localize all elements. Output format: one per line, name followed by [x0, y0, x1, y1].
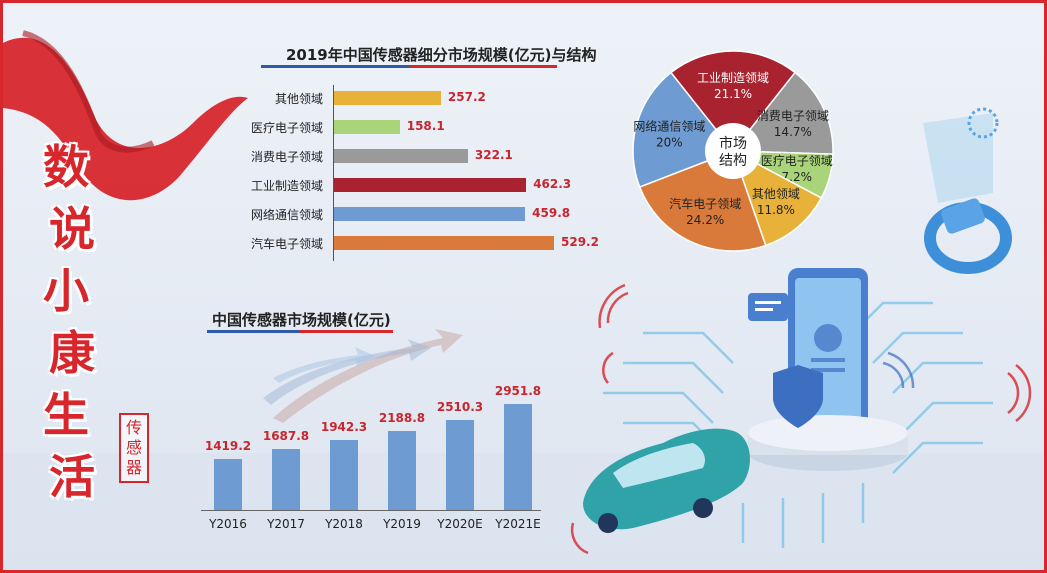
stamp-char: 传 [125, 418, 142, 437]
hbar-category-label: 工业制造领域 [250, 179, 323, 193]
hbar-category-label: 汽车电子领域 [250, 237, 323, 251]
hbar-bar [334, 149, 468, 163]
vbar-bar [272, 449, 300, 510]
hbar-category-label: 其他领域 [274, 92, 323, 106]
pie-slice [731, 149, 823, 247]
vbar-title-underline [207, 330, 393, 333]
pie-center-label: 市场 [719, 135, 747, 152]
vbar-category-label: Y2017 [267, 517, 305, 531]
vbar-value-label: 1687.8 [262, 429, 310, 444]
hbar-bar [334, 120, 400, 134]
vbar-value-label: 1942.3 [320, 420, 368, 435]
pie-slice-value: 20% [656, 136, 683, 150]
vbar-bar [504, 404, 532, 510]
hbar-value-label: 462.3 [533, 177, 572, 191]
side-title-char: 数 [43, 140, 89, 194]
hbar-bar [334, 91, 441, 105]
pie-slice-value: 24.2% [686, 213, 724, 227]
vbar-value-label: 2951.8 [494, 384, 542, 398]
hbar-value-label: 158.1 [406, 119, 445, 133]
vbar-bar [330, 440, 358, 510]
hbar-category-label: 消费电子领域 [250, 150, 323, 164]
hbar-value-label: 459.8 [532, 206, 571, 220]
pie-chart: 工业制造领域21.1%消费电子领域14.7%医疗电子领域7.2%其他领域11.8… [632, 50, 834, 252]
vbar-bar [214, 459, 242, 510]
vbar-category-label: Y2019 [383, 517, 421, 531]
vbar-value-label: 2510.3 [436, 399, 484, 414]
hbar-bar [334, 207, 526, 221]
vbar-bar [388, 431, 416, 510]
vbar-axis [201, 510, 541, 511]
pie-slice [669, 50, 797, 153]
hbar-category-label: 网络通信领域 [250, 208, 323, 222]
side-title-char: 康 [49, 326, 95, 380]
pie-slice-label: 医疗电子领域 [761, 154, 833, 168]
pie-slice-value: 21.1% [714, 87, 752, 101]
pie-slice [731, 71, 834, 155]
vbar-category-label: Y2020E [437, 517, 483, 531]
hbar-bar [334, 178, 527, 192]
hbar-chart-title: 2019年中国传感器细分市场规模(亿元)与结构 [286, 46, 597, 64]
vbar-category-label: Y2021E [495, 517, 541, 531]
pie-center-label: 结构 [719, 153, 747, 169]
hbar-axis [333, 85, 334, 261]
side-title-char: 活 [49, 450, 95, 504]
side-title-char: 说 [49, 202, 95, 256]
vbar-value-label: 1419.2 [204, 439, 252, 454]
chat-bubble-illustration [748, 293, 788, 321]
pie-slice-label: 工业制造领域 [697, 71, 769, 85]
hbar-value-label: 257.2 [447, 90, 486, 104]
ribbon-decoration [3, 37, 248, 201]
arrow-decoration [273, 329, 463, 423]
hbar-title-underline [261, 65, 557, 68]
side-title-char: 生 [43, 388, 89, 442]
shield-illustration [773, 365, 823, 428]
vbar-category-label: Y2016 [209, 517, 247, 531]
pie-slice-label: 汽车电子领域 [669, 196, 741, 211]
pie-slice-value: 11.8% [757, 203, 795, 217]
hbar-value-label: 529.2 [561, 235, 599, 249]
vbar-category-label: Y2018 [325, 517, 363, 531]
vbar-value-label: 2188.8 [378, 411, 426, 426]
pie-slice-label: 网络通信领域 [633, 119, 705, 134]
vbar-bar [446, 419, 474, 510]
stamp-label: 传 感 器 [119, 413, 149, 483]
stamp-char: 器 [125, 458, 142, 477]
vbar-chart-title: 中国传感器市场规模(亿元) [212, 311, 391, 329]
hbar-bar [334, 236, 554, 250]
pie-slice-label: 其他领域 [752, 187, 800, 201]
pie-slice-value: 14.7% [774, 125, 812, 139]
pie-slice-label: 消费电子领域 [757, 109, 829, 123]
stamp-char: 感 [125, 438, 142, 457]
side-title-char: 小 [43, 264, 89, 318]
hbar-category-label: 医疗电子领域 [250, 121, 323, 135]
hbar-value-label: 322.1 [474, 148, 513, 162]
pie-center [705, 123, 761, 179]
